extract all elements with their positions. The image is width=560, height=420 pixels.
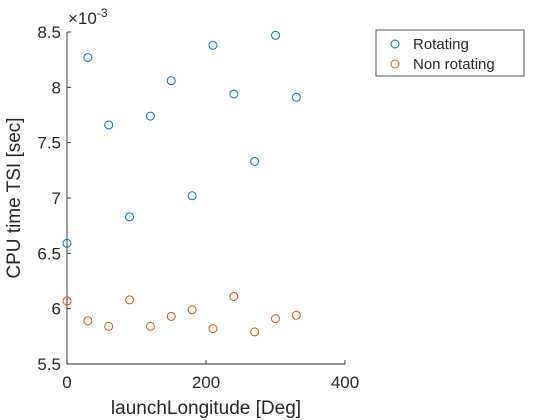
y-multiplier-base: ×10 — [68, 9, 97, 28]
data-point — [83, 52, 93, 62]
data-point — [166, 311, 176, 321]
data-point — [229, 291, 239, 301]
data-point — [187, 191, 197, 201]
data-point — [229, 89, 239, 99]
data-point — [166, 76, 176, 86]
data-point — [62, 296, 72, 306]
y-tick-label: 6 — [52, 300, 61, 319]
data-point — [104, 120, 114, 130]
series-rotating — [62, 30, 301, 248]
y-tick-label: 7.5 — [37, 134, 61, 153]
legend-box — [375, 29, 525, 77]
data-point — [271, 30, 280, 40]
legend-label: Rotating — [413, 36, 469, 53]
data-point — [145, 111, 155, 121]
y-axis-label: CPU time TSI [sec] — [4, 117, 25, 278]
legend: Rotating Non rotating — [375, 29, 525, 77]
y-tick-label: 5.5 — [37, 355, 61, 374]
data-point — [83, 316, 93, 326]
x-tick-label: 400 — [331, 373, 359, 392]
y-tick-label: 6.5 — [37, 244, 61, 263]
data-point — [291, 92, 301, 102]
series-non-rotating — [62, 291, 301, 337]
data-point — [125, 212, 135, 222]
x-tick-label: 0 — [62, 373, 71, 392]
axis-ticks: 0 200 400 5.5 6 6.5 7 7.5 8 8.5 — [37, 23, 359, 392]
data-point — [250, 327, 260, 337]
data-point — [62, 238, 72, 248]
x-tick-label: 200 — [192, 373, 220, 392]
data-point — [250, 156, 260, 166]
data-point — [125, 295, 135, 305]
plot-axes — [66, 32, 345, 365]
y-multiplier-exponent: -3 — [97, 6, 108, 20]
data-point — [291, 310, 301, 320]
y-tick-label: 8.5 — [37, 23, 61, 42]
data-point — [104, 321, 114, 331]
y-tick-label: 7 — [52, 189, 61, 208]
y-tick-label: 8 — [52, 78, 61, 97]
data-point — [208, 324, 218, 334]
y-axis-multiplier: ×10-3 — [68, 6, 108, 28]
x-axis-label: launchLongitude [Deg] — [111, 398, 301, 419]
data-point — [208, 40, 218, 50]
data-point — [145, 321, 155, 331]
legend-label: Non rotating — [413, 56, 495, 73]
legend-marker — [390, 39, 400, 49]
data-point — [271, 314, 280, 324]
data-points — [62, 30, 301, 337]
data-point — [187, 305, 197, 315]
legend-marker — [390, 59, 400, 69]
